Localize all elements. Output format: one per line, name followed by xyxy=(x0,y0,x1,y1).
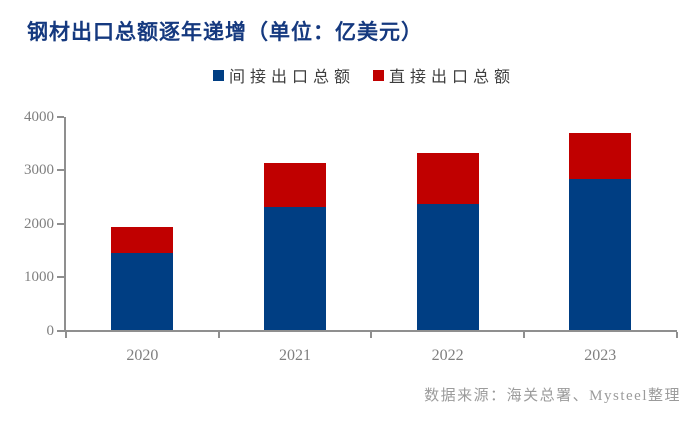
x-axis-tick xyxy=(675,331,678,338)
y-tick-label: 2000 xyxy=(24,215,54,232)
bar-2022-indirect xyxy=(416,203,479,331)
bar-2023-direct xyxy=(569,132,632,180)
y-axis-line xyxy=(63,116,66,333)
x-tick-label: 2022 xyxy=(431,347,464,364)
bar-2020-indirect xyxy=(111,253,174,331)
x-tick-label: 2020 xyxy=(126,347,159,364)
y-tick-label: 1000 xyxy=(24,269,54,286)
x-tick-label: 2021 xyxy=(278,347,311,364)
legend-swatch-indirect-icon xyxy=(212,69,224,81)
bar-2022-direct xyxy=(416,152,479,204)
legend-item-direct: 直接出口总额 xyxy=(373,63,515,87)
legend-swatch-direct-icon xyxy=(373,69,384,81)
y-tick-label: 3000 xyxy=(24,162,54,179)
x-axis-tick xyxy=(522,331,525,338)
x-axis-tick xyxy=(370,331,373,338)
legend-label-indirect: 间接出口总额 xyxy=(228,69,355,86)
x-axis-tick xyxy=(65,331,67,338)
x-axis-line xyxy=(63,330,678,332)
bar-2020-direct xyxy=(111,226,174,254)
bar-2021-direct xyxy=(263,162,326,208)
y-axis-tick xyxy=(57,222,64,225)
bar-2023-indirect xyxy=(569,179,632,331)
source-note: 数据来源：海关总署、Mysteel整理 xyxy=(424,388,681,404)
y-axis-tick xyxy=(57,276,64,279)
x-tick-label: 2023 xyxy=(584,347,617,364)
y-axis-tick xyxy=(57,329,64,332)
y-axis-tick xyxy=(57,115,64,118)
legend: 间接出口总额 直接出口总额 xyxy=(0,63,700,87)
x-axis-tick xyxy=(217,331,220,338)
legend-item-indirect: 间接出口总额 xyxy=(212,63,355,87)
page-title: 钢材出口总额逐年递增（单位：亿美元） xyxy=(27,20,423,44)
y-tick-label: 0 xyxy=(46,322,55,339)
bar-2021-indirect xyxy=(263,207,326,331)
y-axis-tick xyxy=(57,169,64,172)
legend-label-direct: 直接出口总额 xyxy=(389,69,516,86)
y-tick-label: 4000 xyxy=(24,108,54,125)
